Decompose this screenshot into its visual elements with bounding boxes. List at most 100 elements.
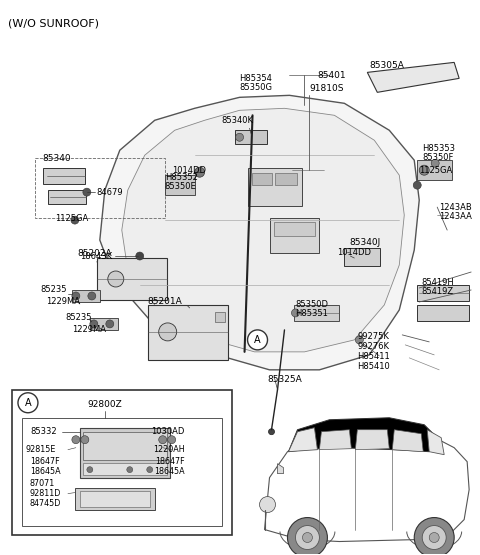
Text: 85201A: 85201A — [148, 297, 182, 306]
Circle shape — [71, 216, 79, 224]
Text: 87071: 87071 — [30, 479, 55, 488]
Bar — [83, 432, 167, 460]
Text: H85351: H85351 — [296, 310, 328, 319]
Bar — [83, 463, 167, 475]
Circle shape — [236, 133, 243, 142]
Text: 85401: 85401 — [317, 71, 346, 80]
Bar — [215, 312, 225, 322]
Bar — [274, 222, 315, 236]
Text: 18645A: 18645A — [30, 467, 60, 476]
Bar — [48, 190, 86, 204]
Circle shape — [147, 467, 153, 473]
Bar — [269, 218, 319, 253]
Text: H85354: H85354 — [240, 74, 273, 83]
Polygon shape — [367, 62, 459, 92]
Bar — [90, 318, 118, 330]
Text: 18643K: 18643K — [80, 251, 112, 260]
Text: 92811D: 92811D — [30, 489, 61, 498]
Text: 1229MA: 1229MA — [46, 297, 80, 306]
Circle shape — [348, 253, 357, 263]
Circle shape — [83, 188, 91, 196]
Text: 1125GA: 1125GA — [419, 166, 453, 175]
Circle shape — [81, 436, 89, 443]
Text: 85350E: 85350E — [165, 181, 196, 191]
Text: 92815E: 92815E — [26, 445, 56, 454]
Bar — [97, 258, 167, 300]
Text: A: A — [24, 398, 31, 408]
Circle shape — [127, 467, 133, 473]
Polygon shape — [288, 428, 317, 452]
Bar — [12, 390, 231, 534]
Bar — [417, 285, 469, 301]
Text: 1125GA: 1125GA — [55, 214, 88, 223]
Text: 91810S: 91810S — [310, 84, 344, 93]
Bar — [417, 305, 469, 321]
Text: 85350D: 85350D — [296, 300, 328, 310]
Text: 18645A: 18645A — [154, 467, 185, 476]
Text: 85419Z: 85419Z — [421, 287, 453, 296]
Text: 92800Z: 92800Z — [87, 400, 122, 409]
Bar — [35, 158, 165, 218]
Bar — [43, 168, 85, 184]
Text: 84745D: 84745D — [30, 499, 61, 508]
Bar — [148, 305, 228, 360]
Circle shape — [87, 467, 93, 473]
Text: 85340J: 85340J — [349, 238, 381, 246]
Bar — [344, 248, 380, 266]
Text: 85202A: 85202A — [78, 249, 112, 258]
Text: H85353: H85353 — [422, 144, 455, 153]
Circle shape — [291, 309, 300, 317]
Circle shape — [159, 436, 167, 443]
Text: 85350F: 85350F — [422, 153, 454, 162]
Text: H85411: H85411 — [357, 352, 390, 361]
Circle shape — [422, 526, 446, 549]
Text: H85352: H85352 — [165, 173, 198, 181]
Circle shape — [414, 518, 454, 555]
Text: 18647F: 18647F — [30, 457, 60, 466]
Circle shape — [355, 336, 363, 344]
Circle shape — [108, 271, 124, 287]
Bar — [80, 491, 150, 507]
Text: 99276K: 99276K — [357, 342, 389, 351]
Text: 85325A: 85325A — [267, 375, 302, 384]
Circle shape — [302, 533, 312, 543]
Circle shape — [413, 181, 421, 189]
Text: 1243AA: 1243AA — [439, 211, 472, 220]
Bar — [80, 428, 170, 478]
Circle shape — [168, 436, 176, 443]
Text: 1220AH: 1220AH — [153, 445, 185, 454]
Polygon shape — [122, 108, 404, 352]
Circle shape — [136, 252, 144, 260]
Polygon shape — [288, 418, 439, 452]
Text: (W/O SUNROOF): (W/O SUNROOF) — [8, 18, 99, 28]
Bar — [22, 418, 222, 526]
Circle shape — [429, 533, 439, 543]
Circle shape — [72, 292, 80, 300]
Polygon shape — [277, 463, 284, 473]
Text: H85410: H85410 — [357, 362, 390, 371]
Text: 1014DD: 1014DD — [172, 166, 206, 175]
Text: 1014DD: 1014DD — [337, 248, 372, 256]
Circle shape — [195, 167, 204, 177]
Polygon shape — [355, 430, 389, 450]
Text: 1030AD: 1030AD — [151, 427, 185, 436]
Circle shape — [248, 330, 267, 350]
Circle shape — [431, 159, 439, 167]
Bar — [276, 173, 298, 185]
Bar — [252, 173, 272, 185]
Text: 1229MA: 1229MA — [72, 325, 106, 335]
Circle shape — [288, 518, 327, 555]
Circle shape — [88, 292, 96, 300]
Bar — [165, 175, 195, 195]
Text: 18647F: 18647F — [155, 457, 185, 466]
Text: 85235: 85235 — [40, 285, 66, 295]
Text: 85332: 85332 — [30, 427, 57, 436]
Bar — [72, 290, 100, 302]
Text: 99275K: 99275K — [357, 332, 389, 341]
Bar — [75, 488, 155, 509]
Circle shape — [18, 393, 38, 413]
Polygon shape — [100, 95, 419, 370]
Circle shape — [419, 165, 429, 175]
Text: 1243AB: 1243AB — [439, 203, 472, 211]
Text: 84679: 84679 — [97, 188, 123, 196]
